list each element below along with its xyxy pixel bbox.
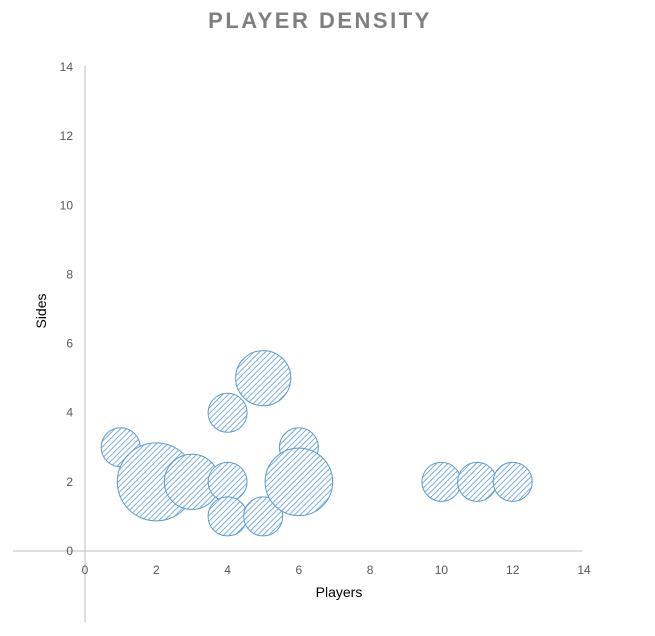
bubble-4 [207, 392, 248, 433]
bubble-10 [264, 447, 334, 517]
x-tick-label: 12 [506, 563, 520, 577]
x-tick-label: 14 [577, 563, 591, 577]
x-tick-label: 0 [82, 563, 89, 577]
y-axis-ticks: 0 2 4 6 8 10 12 14 [60, 60, 74, 558]
y-axis-title: Sides [33, 293, 49, 328]
bubble-5 [207, 461, 248, 502]
y-tick-label: 12 [60, 129, 74, 143]
x-tick-label: 2 [153, 563, 160, 577]
y-tick-label: 10 [60, 198, 74, 212]
y-tick-label: 6 [66, 337, 73, 351]
bubble-series [100, 350, 533, 537]
bubble-6 [207, 496, 248, 537]
chart-title: PLAYER DENSITY [208, 8, 432, 33]
x-tick-label: 8 [367, 563, 374, 577]
x-axis-title: Players [316, 584, 363, 600]
bubble-7 [235, 350, 292, 407]
bubble-11 [421, 461, 462, 502]
y-tick-label: 2 [66, 475, 73, 489]
y-tick-label: 0 [66, 544, 73, 558]
x-axis-ticks: 0 2 4 6 8 10 12 14 [82, 563, 591, 577]
y-tick-label: 4 [66, 406, 73, 420]
bubble-8 [243, 496, 284, 537]
y-tick-label: 14 [60, 60, 74, 74]
x-tick-label: 4 [224, 563, 231, 577]
x-tick-label: 10 [435, 563, 449, 577]
bubble-13 [492, 461, 533, 502]
y-tick-label: 8 [66, 267, 73, 281]
x-tick-label: 6 [296, 563, 303, 577]
bubble-12 [457, 461, 498, 502]
